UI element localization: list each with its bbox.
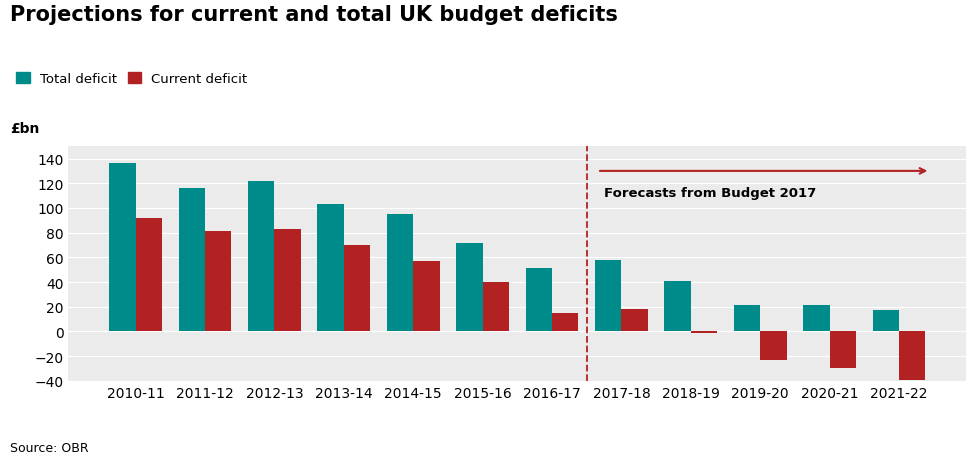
Bar xyxy=(274,230,301,332)
Bar xyxy=(526,269,552,332)
Bar xyxy=(317,205,344,332)
Bar xyxy=(552,313,579,332)
Bar xyxy=(413,262,439,332)
Bar xyxy=(179,189,205,332)
Bar xyxy=(691,332,717,333)
Bar xyxy=(760,332,787,360)
Legend: Total deficit, Current deficit: Total deficit, Current deficit xyxy=(17,73,248,86)
Bar xyxy=(665,281,691,332)
Bar xyxy=(803,306,830,332)
Bar xyxy=(205,232,231,332)
Bar xyxy=(136,218,162,332)
Text: Forecasts from Budget 2017: Forecasts from Budget 2017 xyxy=(604,186,816,199)
Text: Source: OBR: Source: OBR xyxy=(10,442,89,454)
Bar xyxy=(622,309,648,332)
Bar xyxy=(248,181,274,332)
Bar xyxy=(109,164,136,332)
Bar xyxy=(386,215,413,332)
Bar xyxy=(734,306,760,332)
Bar xyxy=(595,260,622,332)
Text: £bn: £bn xyxy=(10,122,39,135)
Bar xyxy=(456,243,482,332)
Bar xyxy=(482,282,508,332)
Bar xyxy=(899,332,925,380)
Bar xyxy=(830,332,856,369)
Text: Projections for current and total UK budget deficits: Projections for current and total UK bud… xyxy=(10,5,618,24)
Bar xyxy=(344,246,370,332)
Bar xyxy=(873,311,899,332)
